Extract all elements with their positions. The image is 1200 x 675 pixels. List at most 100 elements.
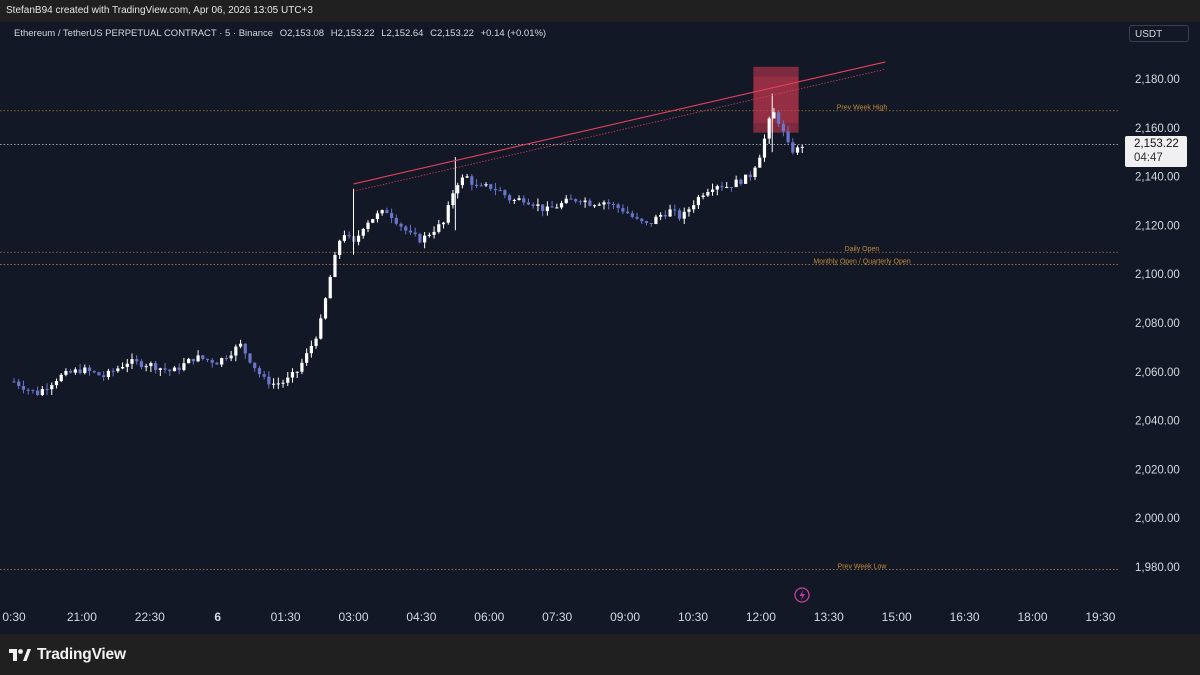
candle-body xyxy=(158,368,162,370)
lightning-icon[interactable] xyxy=(794,587,810,603)
supply-zone-inner xyxy=(753,76,799,123)
candle-body xyxy=(309,345,313,354)
candle-body xyxy=(31,389,35,391)
candle-body xyxy=(380,210,384,214)
candle-body xyxy=(526,202,531,205)
candle-body xyxy=(347,235,351,237)
candle-body xyxy=(116,368,120,372)
candle-body xyxy=(413,232,417,235)
candle-body xyxy=(272,383,276,385)
y-tick-label: 2,120.00 xyxy=(1135,220,1180,232)
candle-body xyxy=(744,174,748,184)
bottom-bar: TradingView xyxy=(0,634,1200,675)
supply-zone xyxy=(753,66,799,133)
candle-body xyxy=(286,377,290,383)
candle-body xyxy=(574,199,578,202)
candle-body xyxy=(21,385,26,390)
x-tick-label: 16:30 xyxy=(950,610,980,624)
candle-body xyxy=(474,184,479,186)
candle-body xyxy=(201,355,205,359)
candle-body xyxy=(191,358,195,362)
candle-body xyxy=(441,222,446,225)
candle-body xyxy=(725,187,729,189)
candle-body xyxy=(40,389,44,395)
candle-body xyxy=(588,200,592,206)
top-bar: StefanB94 created with TradingView.com, … xyxy=(0,0,1200,22)
candle-body xyxy=(210,359,214,363)
currency-selector[interactable]: USDT xyxy=(1129,25,1189,42)
candle-body xyxy=(696,196,700,206)
candle-body xyxy=(607,202,611,204)
candle-body xyxy=(423,235,427,243)
candle-body xyxy=(630,213,634,218)
candle-body xyxy=(45,389,49,391)
tradingview-logo[interactable]: TradingView xyxy=(9,646,126,664)
candle-body xyxy=(314,338,318,346)
chart-canvas[interactable]: Prev Week High Daily Open Monthly Open / Q… xyxy=(0,22,1200,634)
candle-body xyxy=(78,369,82,374)
x-tick-label: 10:30 xyxy=(678,610,708,624)
candle-body xyxy=(17,381,21,386)
candle-body xyxy=(767,118,771,139)
candle-body xyxy=(385,210,389,214)
x-tick-label: 0:30 xyxy=(2,610,26,624)
y-tick-label: 2,060.00 xyxy=(1135,367,1180,379)
candle-body xyxy=(729,187,734,189)
candle-body xyxy=(224,358,228,360)
candle-body xyxy=(356,235,361,242)
candle-body xyxy=(172,367,177,372)
brand-name: TradingView xyxy=(37,646,126,663)
last-price: 2,153.22 xyxy=(1134,138,1179,150)
level-label: Daily Open xyxy=(845,246,880,253)
x-tick-label: 01:30 xyxy=(271,610,301,624)
candle-body xyxy=(196,355,200,362)
candle-body xyxy=(83,367,87,374)
candle-body xyxy=(720,186,724,188)
candle-body xyxy=(795,147,800,153)
candle-body xyxy=(50,385,54,390)
y-tick-label: 2,160.00 xyxy=(1135,123,1180,135)
candle-body xyxy=(106,370,110,378)
candle-body xyxy=(111,370,115,372)
candle-body xyxy=(677,210,682,219)
candle-body xyxy=(503,190,507,196)
candle-body xyxy=(12,381,16,383)
candle-body xyxy=(87,367,92,372)
candle-body xyxy=(777,112,781,124)
candle-body xyxy=(54,381,59,386)
candle-body xyxy=(177,367,181,370)
candle-body xyxy=(36,390,40,395)
candle-body xyxy=(418,234,422,243)
candle-body xyxy=(649,222,653,224)
level-label: Prev Week High xyxy=(837,105,888,112)
candle-body xyxy=(144,366,148,368)
candle-body xyxy=(673,209,677,211)
candle-body xyxy=(739,179,743,184)
candle-body xyxy=(432,231,436,235)
candle-body xyxy=(446,205,450,223)
bar-countdown: 04:47 xyxy=(1134,152,1163,164)
y-tick-label: 2,100.00 xyxy=(1135,269,1180,281)
candle-body xyxy=(734,179,738,188)
symbol-name[interactable]: Ethereum / TetherUS PERPETUAL CONTRACT ·… xyxy=(14,28,274,39)
lightning-icon-bolt xyxy=(799,589,805,601)
candle-body xyxy=(498,190,502,192)
candle-body xyxy=(456,185,460,194)
candle-body xyxy=(394,217,398,224)
ohlc-low: L2,152.64 xyxy=(381,28,424,39)
candle-body xyxy=(786,131,790,143)
candle-body xyxy=(120,366,125,369)
candle-body xyxy=(522,198,526,203)
candle-body xyxy=(404,226,408,231)
candle-body xyxy=(73,369,77,373)
candle-body xyxy=(154,363,158,370)
x-tick-label: 19:30 xyxy=(1085,610,1115,624)
chart-panel[interactable]: Prev Week High Daily Open Monthly Open / Q… xyxy=(0,22,1200,634)
candle-body xyxy=(408,230,413,233)
candle-body xyxy=(536,204,540,206)
y-tick-label: 2,180.00 xyxy=(1135,74,1180,86)
candle-body xyxy=(465,176,469,178)
candle-body xyxy=(427,234,431,236)
candle-body xyxy=(262,374,266,377)
candle-body xyxy=(644,221,649,223)
